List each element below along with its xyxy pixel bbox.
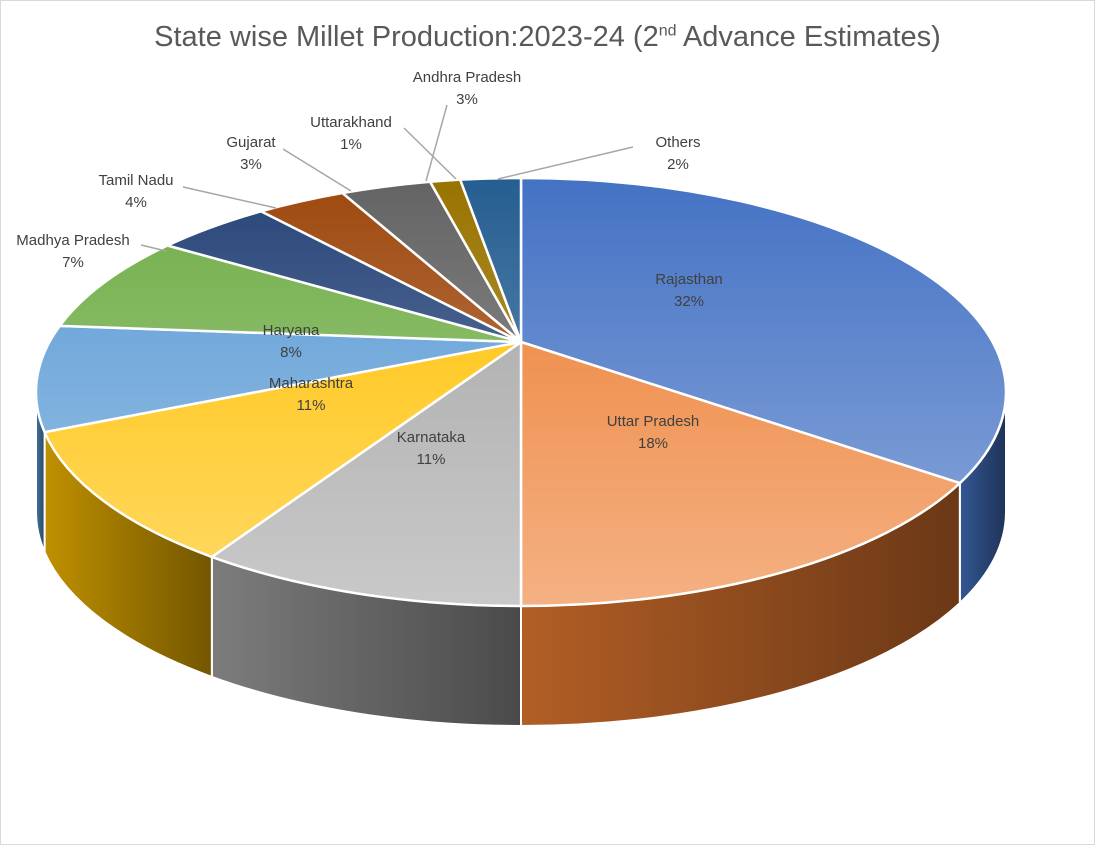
slice-percent-label: 1% [340,136,362,153]
leader-line [140,244,167,252]
pie-slice-maharashtra [42,340,522,559]
leader-line [282,148,352,192]
slice-percent-label: 11% [417,451,446,468]
slice-name-label: Rajasthan [655,271,723,288]
slice-percent-label: 2% [667,156,689,173]
slice-percent-label: 7% [62,254,84,271]
slice-percent-label: 3% [456,91,478,108]
slice-percent-label: 8% [280,344,302,361]
slice-percent-label: 11% [297,397,326,414]
slice-name-label: Maharashtra [269,375,354,392]
data-label-gujarat: Gujarat 3% [226,134,352,192]
data-label-andhra-pradesh: Andhra Pradesh 3% [413,69,521,182]
data-label-madhya-pradesh: Madhya Pradesh 7% [16,232,167,271]
slice-name-label: Andhra Pradesh [413,69,521,86]
slice-name-label: Uttarakhand [310,114,392,131]
data-label-rajasthan: Rajasthan 32% [655,271,723,310]
chart-title: State wise Millet Production:2023-24 (2n… [154,21,941,53]
pie-slice-rajasthan [519,176,1008,485]
leader-line [403,127,457,180]
slice-name-label: Karnataka [397,429,466,446]
leader-line [425,104,448,182]
leader-line [182,186,277,209]
leader-line [497,146,634,180]
data-label-uttar-pradesh: Uttar Pradesh 18% [607,413,700,452]
slice-percent-label: 3% [240,156,262,173]
data-label-karnataka: Karnataka 11% [397,429,466,468]
slice-name-label: Tamil Nadu [98,172,173,189]
pie-slice-haryana [34,324,522,434]
slice-percent-label: 32% [674,293,704,310]
slice-name-label: Uttar Pradesh [607,413,700,430]
pie-slice-uttar-pradesh [519,340,963,608]
slice-name-label: Haryana [263,322,320,339]
slice-name-label: Gujarat [226,134,276,151]
data-label-others: Others 2% [497,134,701,180]
slice-name-label: Madhya Pradesh [16,232,129,249]
slice-percent-label: 18% [638,435,668,452]
data-label-uttarakhand: Uttarakhand 1% [310,114,457,180]
pie-slice-others [458,176,523,343]
data-label-tamil-nadu: Tamil Nadu 4% [98,172,277,211]
slice-percent-label: 4% [125,194,147,211]
pie-slice-karnataka [209,339,523,608]
slice-name-label: Others [655,134,700,151]
data-label-maharashtra: Maharashtra 11% [269,375,354,414]
data-label-haryana: Haryana 8% [263,322,320,361]
